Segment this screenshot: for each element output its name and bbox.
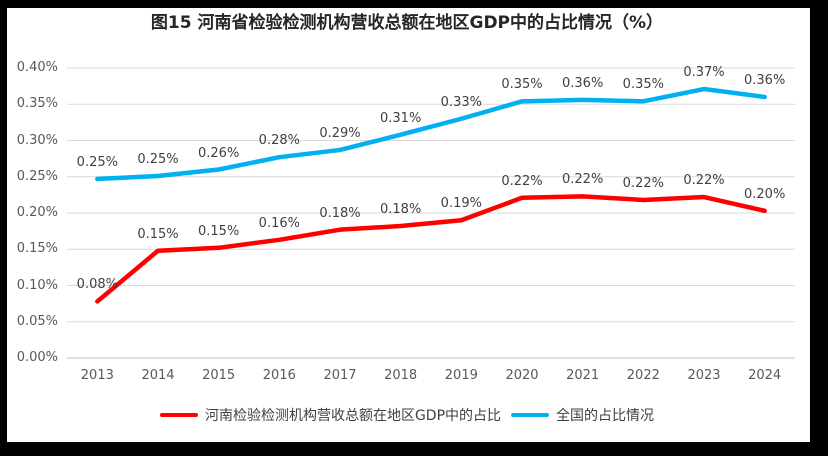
legend-label-henan: 河南检验检测机构营收总额在地区GDP中的占比 <box>204 408 502 424</box>
national-data-label: 0.26% <box>198 145 240 161</box>
henan-data-label: 0.22% <box>683 173 725 189</box>
x-tick-label: 2021 <box>566 368 600 383</box>
y-tick-label: 0.20% <box>16 205 58 220</box>
henan-data-label: 0.18% <box>380 202 422 218</box>
national-data-label: 0.33% <box>440 94 482 110</box>
national-data-label: 0.31% <box>380 110 422 126</box>
x-tick-label: 2023 <box>687 368 721 383</box>
x-tick-label: 2014 <box>141 368 175 383</box>
national-data-label: 0.25% <box>76 154 118 170</box>
x-tick-label: 2013 <box>80 368 114 383</box>
henan-data-label: 0.15% <box>137 226 179 242</box>
x-tick-label: 2015 <box>202 368 236 383</box>
henan-data-label: 0.08% <box>76 277 118 293</box>
national-data-label: 0.25% <box>137 152 179 168</box>
y-tick-label: 0.40% <box>16 60 58 75</box>
national-data-label: 0.35% <box>622 77 664 93</box>
henan-data-label: 0.16% <box>258 215 300 231</box>
henan-data-label: 0.20% <box>744 186 786 202</box>
y-tick-label: 0.35% <box>16 96 58 112</box>
y-tick-label: 0.30% <box>16 132 58 148</box>
x-tick-label: 2022 <box>626 368 660 383</box>
national-data-label: 0.29% <box>319 125 361 141</box>
henan-data-label: 0.18% <box>319 205 361 221</box>
legend-label-national: 全国的占比情况 <box>556 408 655 424</box>
y-tick-label: 0.15% <box>16 241 58 257</box>
y-tick-label: 0.05% <box>16 313 58 329</box>
henan-data-label: 0.19% <box>440 196 482 212</box>
national-data-label: 0.35% <box>501 77 543 93</box>
legend-item-henan: 河南检验检测机构营收总额在地区GDP中的占比 <box>159 405 502 425</box>
x-tick-label: 2016 <box>262 368 296 383</box>
legend-item-national: 全国的占比情况 <box>511 405 654 425</box>
national-data-label: 0.37% <box>683 65 725 81</box>
henan-data-label: 0.15% <box>198 223 240 239</box>
y-tick-label: 0.25% <box>16 168 58 184</box>
blue-line-swatch <box>511 413 550 417</box>
chart-title: 图15 河南省检验检测机构营收总额在地区GDP中的占比情况（%） <box>150 13 664 33</box>
y-tick-label: 0.10% <box>16 277 58 293</box>
red-line-swatch <box>159 413 198 417</box>
henan-data-label: 0.22% <box>501 173 543 189</box>
national-data-label: 0.28% <box>258 133 300 149</box>
x-tick-label: 2017 <box>323 368 357 383</box>
henan-series-line <box>95 194 767 304</box>
x-tick-label: 2020 <box>505 368 539 383</box>
x-tick-label: 2019 <box>444 368 478 383</box>
x-tick-label: 2018 <box>384 368 418 383</box>
x-tick-label: 2024 <box>748 368 782 383</box>
legend: 河南检验检测机构营收总额在地区GDP中的占比 全国的占比情况 <box>7 405 807 425</box>
national-data-label: 0.36% <box>562 75 604 91</box>
national-series-line <box>95 86 767 182</box>
y-tick-label: 0.00% <box>16 350 58 365</box>
national-data-label: 0.36% <box>744 73 786 88</box>
henan-data-label: 0.22% <box>562 172 604 188</box>
henan-data-label: 0.22% <box>622 175 664 191</box>
